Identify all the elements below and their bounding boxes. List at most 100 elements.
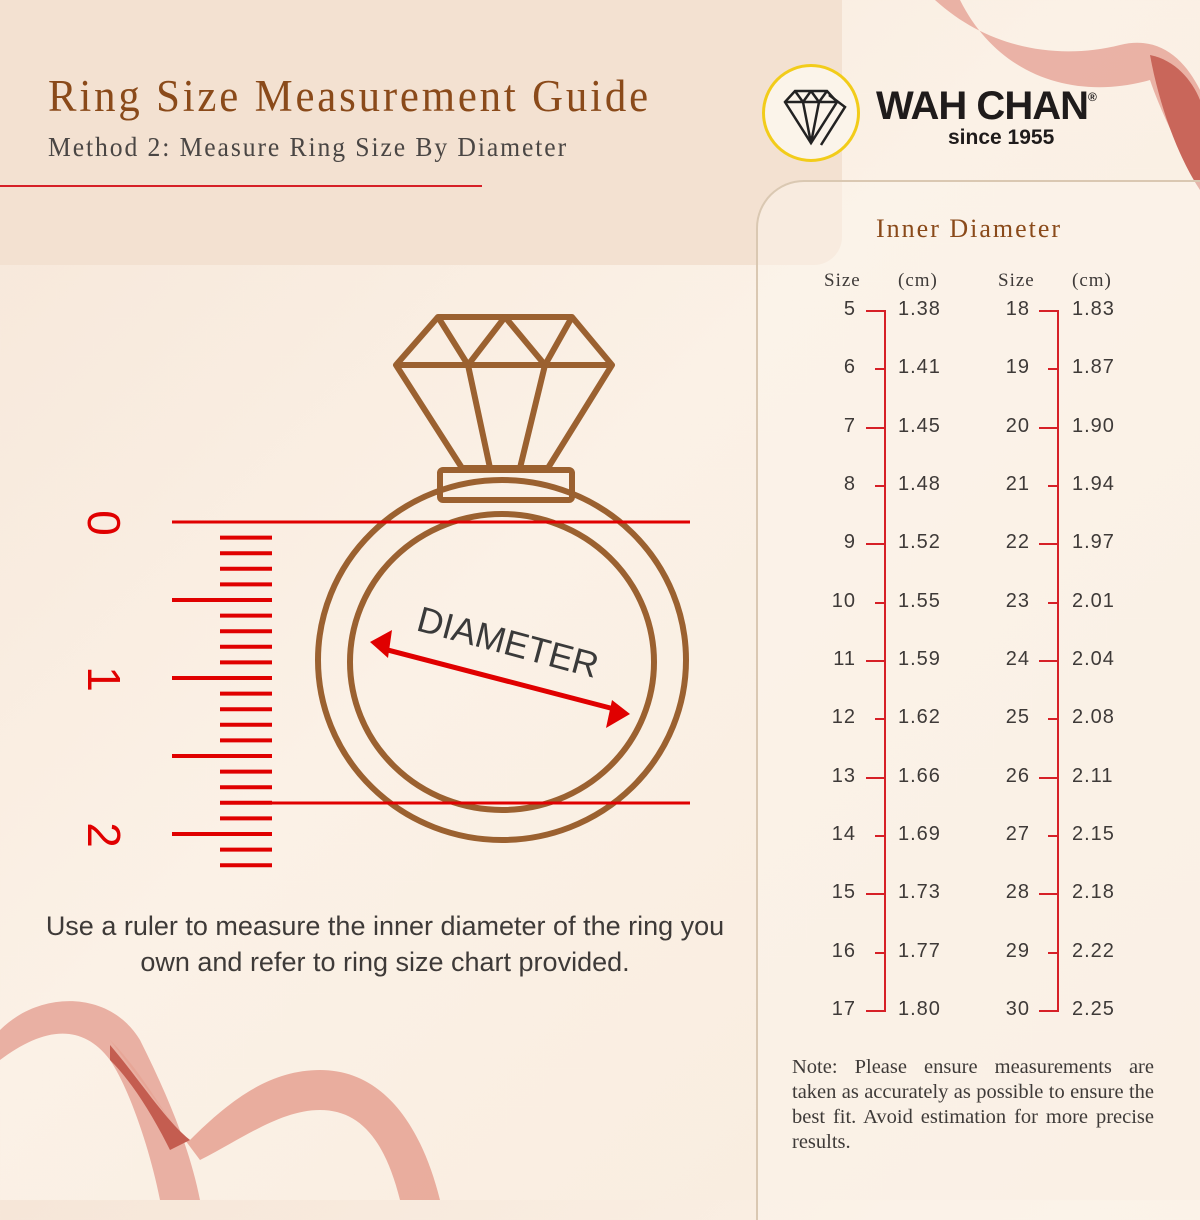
bracket-tick <box>866 543 884 546</box>
diameter-value: 1.66 <box>898 764 941 787</box>
bracket-tick <box>1048 484 1057 487</box>
bracket-tick <box>1048 951 1057 954</box>
diameter-value: 1.69 <box>898 822 941 845</box>
bracket-tick <box>1048 601 1057 604</box>
bracket-line <box>1057 310 1059 1012</box>
bracket-tick <box>1039 426 1057 429</box>
diameter-value: 1.87 <box>1072 356 1115 379</box>
title-divider <box>0 185 482 187</box>
size-value: 22 <box>1005 531 1030 554</box>
diameter-value: 1.45 <box>898 414 941 437</box>
size-value: 16 <box>831 939 856 962</box>
bracket-tick <box>1048 368 1057 371</box>
diameter-value: 2.01 <box>1072 589 1115 612</box>
ruler-label-2: 2 <box>78 822 130 848</box>
size-value: 23 <box>1005 589 1030 612</box>
bracket-tick <box>866 426 884 429</box>
bracket-tick <box>1048 718 1057 721</box>
size-value: 14 <box>831 822 856 845</box>
ruler <box>172 535 272 868</box>
bracket-tick <box>875 484 884 487</box>
ring-inner <box>347 511 657 813</box>
diameter-value: 1.41 <box>898 356 941 379</box>
logo <box>762 64 860 162</box>
ruler-label-0: 0 <box>78 510 130 536</box>
size-value: 17 <box>831 997 856 1020</box>
size-value: 6 <box>843 356 856 379</box>
size-value: 18 <box>1005 298 1030 320</box>
bracket-tick <box>866 310 884 312</box>
diamond-icon <box>783 89 847 146</box>
bracket-tick <box>1039 776 1057 779</box>
size-value: 27 <box>1005 822 1030 845</box>
size-value: 8 <box>843 472 856 495</box>
diameter-value: 1.52 <box>898 531 941 554</box>
size-value: 30 <box>1005 997 1030 1020</box>
brand-since: since 1955 <box>948 126 1055 149</box>
size-value: 24 <box>1005 647 1030 670</box>
bracket-tick <box>875 834 884 837</box>
size-value: 25 <box>1005 706 1030 729</box>
size-value: 13 <box>831 764 856 787</box>
diameter-value: 2.18 <box>1072 881 1115 904</box>
bracket-tick <box>1039 1009 1057 1012</box>
diameter-value: 1.97 <box>1072 531 1115 554</box>
bracket-tick <box>866 893 884 896</box>
size-value: 11 <box>833 647 856 670</box>
size-value: 20 <box>1005 414 1030 437</box>
bracket-tick <box>866 1009 884 1012</box>
header-cm: (cm) <box>1072 270 1112 291</box>
diameter-value: 1.59 <box>898 647 941 670</box>
size-value: 5 <box>843 298 856 320</box>
header-size: Size <box>998 270 1035 291</box>
diameter-label: DIAMETER <box>413 598 603 686</box>
diameter-value: 1.38 <box>898 298 941 320</box>
size-value: 10 <box>831 589 856 612</box>
diameter-value: 2.08 <box>1072 706 1115 729</box>
bracket-tick <box>875 601 884 604</box>
bracket-tick <box>1039 893 1057 896</box>
bracket-tick <box>866 776 884 779</box>
gem-outline <box>393 314 615 471</box>
bracket-tick <box>875 951 884 954</box>
diameter-value: 2.11 <box>1072 764 1114 787</box>
size-value: 28 <box>1005 881 1030 904</box>
ring-illustration: DIAMETER 0 1 2 <box>78 314 690 868</box>
size-value: 9 <box>843 531 856 554</box>
note-text: Note: Please ensure measurements are tak… <box>792 1056 1154 1153</box>
size-value: 7 <box>843 414 856 437</box>
diameter-value: 2.15 <box>1072 822 1115 845</box>
instruction-text: Use a ruler to measure the inner diamete… <box>45 911 725 977</box>
bracket-tick <box>1048 834 1057 837</box>
diameter-value: 1.80 <box>898 997 941 1020</box>
bracket-tick <box>875 718 884 721</box>
bracket-tick <box>875 368 884 371</box>
diameter-arrow <box>370 630 630 728</box>
ring-outer <box>315 477 689 843</box>
header-size: Size <box>824 270 861 291</box>
ring-setting <box>437 467 575 503</box>
diameter-value: 1.73 <box>898 881 941 904</box>
bracket-tick <box>1039 659 1057 662</box>
diameter-value: 2.25 <box>1072 997 1115 1020</box>
size-value: 21 <box>1005 472 1030 495</box>
diameter-value: 1.83 <box>1072 298 1115 320</box>
diameter-value: 1.55 <box>898 589 941 612</box>
size-value: 15 <box>831 881 856 904</box>
diameter-value: 1.77 <box>898 939 941 962</box>
diameter-value: 2.22 <box>1072 939 1115 962</box>
brand-name: WAH CHAN® <box>876 84 1097 128</box>
size-value: 26 <box>1005 764 1030 787</box>
header-cm: (cm) <box>898 270 938 291</box>
page-subtitle: Method 2: Measure Ring Size By Diameter <box>48 132 569 162</box>
size-value: 12 <box>831 706 856 729</box>
size-value: 19 <box>1005 356 1030 379</box>
header-band <box>0 0 842 265</box>
diameter-value: 2.04 <box>1072 647 1115 670</box>
diameter-value: 1.94 <box>1072 472 1115 495</box>
bracket-tick <box>866 659 884 662</box>
ruler-label-1: 1 <box>78 666 130 692</box>
bracket-tick <box>1039 310 1057 312</box>
bracket-line <box>884 310 886 1012</box>
